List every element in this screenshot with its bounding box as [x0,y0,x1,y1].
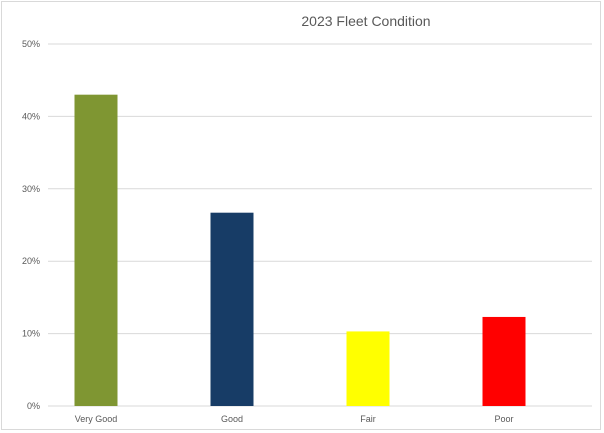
y-tick-label: 40% [22,111,40,121]
x-axis-ticks: Very Good Good Fair Poor [75,414,514,424]
y-tick-label: 30% [22,184,40,194]
y-tick-label: 50% [22,39,40,49]
y-axis-ticks: 0% 10% 20% 30% 40% 50% [22,39,40,411]
y-tick-label: 0% [27,401,40,411]
bar-good [210,212,254,406]
x-tick-label: Poor [494,414,513,424]
bar-fair [346,331,390,406]
y-tick-label: 20% [22,256,40,266]
chart-title: 2023 Fleet Condition [301,13,430,29]
y-tick-label: 10% [22,329,40,339]
x-tick-label: Very Good [75,414,118,424]
bar-very-good [74,94,118,407]
x-tick-label: Good [221,414,243,424]
x-tick-label: Fair [360,414,376,424]
bar-poor [482,316,526,406]
bars [74,94,526,407]
